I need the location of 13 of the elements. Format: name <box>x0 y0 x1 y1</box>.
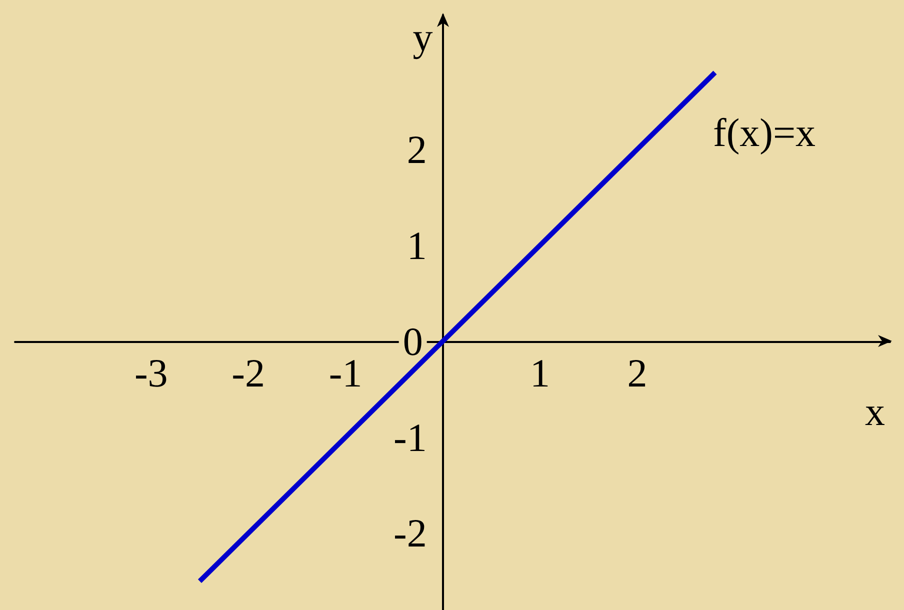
x-axis-title: x <box>865 388 885 434</box>
y-tick-label: -1 <box>394 414 427 460</box>
y-axis-title: y <box>412 14 433 60</box>
x-tick-label: -2 <box>232 350 265 396</box>
y-tick-label: -2 <box>394 510 427 556</box>
x-tick-label: 1 <box>530 350 550 396</box>
x-tick-label: -3 <box>134 350 168 396</box>
y-tick-label: 1 <box>406 222 427 268</box>
y-tick-label: 0 <box>402 318 423 364</box>
x-tick-label: 2 <box>627 350 648 396</box>
x-tick-label: -1 <box>328 350 362 396</box>
y-tick-label: 2 <box>406 126 427 172</box>
series-label: f(x)=x <box>713 110 816 156</box>
